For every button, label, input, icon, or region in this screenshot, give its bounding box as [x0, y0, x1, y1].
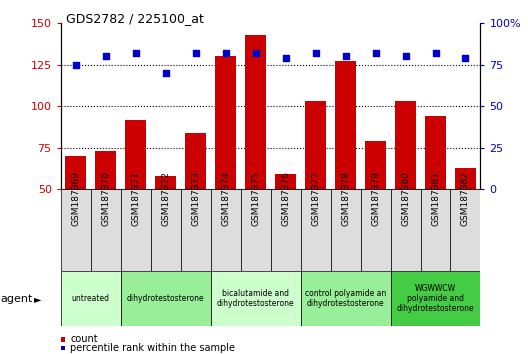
Text: GSM187370: GSM187370: [101, 171, 110, 226]
Point: [461, 55, 470, 61]
Bar: [155, 176, 176, 273]
Bar: [335, 61, 356, 273]
Point: [162, 70, 170, 76]
Bar: [150, 189, 181, 271]
Bar: [245, 35, 266, 273]
Text: WGWWCW
polyamide and
dihydrotestosterone: WGWWCW polyamide and dihydrotestosterone: [397, 284, 474, 314]
Point: [281, 55, 290, 61]
Point: [371, 50, 380, 56]
Bar: [125, 120, 146, 273]
Text: untreated: untreated: [72, 294, 110, 303]
Text: GSM187381: GSM187381: [431, 171, 440, 226]
Point: [131, 50, 140, 56]
Point: [401, 53, 410, 59]
Text: agent: agent: [0, 294, 32, 304]
Point: [192, 50, 200, 56]
Point: [221, 50, 230, 56]
Bar: [275, 175, 296, 273]
Bar: [420, 189, 450, 271]
Bar: [455, 168, 476, 273]
Point: [71, 62, 80, 68]
Point: [312, 50, 320, 56]
Text: bicalutamide and
dihydrotestosterone: bicalutamide and dihydrotestosterone: [217, 289, 295, 308]
Bar: [450, 189, 480, 271]
Bar: [361, 189, 391, 271]
Text: percentile rank within the sample: percentile rank within the sample: [70, 343, 235, 353]
Bar: [365, 141, 386, 273]
Point: [251, 50, 260, 56]
Text: GSM187374: GSM187374: [221, 171, 230, 226]
Text: GSM187378: GSM187378: [341, 171, 350, 226]
Point: [431, 50, 440, 56]
Text: GSM187380: GSM187380: [401, 171, 410, 226]
Bar: [300, 189, 331, 271]
Bar: [241, 189, 271, 271]
Text: ►: ►: [34, 294, 42, 304]
Text: control polyamide an
dihydrotestosterone: control polyamide an dihydrotestosterone: [305, 289, 386, 308]
Text: GSM187371: GSM187371: [131, 171, 140, 226]
Bar: [215, 56, 236, 273]
Bar: [185, 133, 206, 273]
Text: GSM187375: GSM187375: [251, 171, 260, 226]
Bar: [391, 189, 420, 271]
Text: count: count: [70, 335, 98, 344]
Text: GSM187372: GSM187372: [161, 171, 170, 226]
Bar: [395, 101, 416, 273]
Bar: [65, 156, 86, 273]
Text: GDS2782 / 225100_at: GDS2782 / 225100_at: [66, 12, 204, 25]
Bar: [61, 189, 91, 271]
Bar: [425, 116, 446, 273]
Point: [101, 53, 110, 59]
Bar: [181, 189, 211, 271]
Point: [341, 53, 350, 59]
Bar: [271, 189, 300, 271]
Text: GSM187379: GSM187379: [371, 171, 380, 226]
Bar: [211, 271, 300, 326]
Text: dihydrotestosterone: dihydrotestosterone: [127, 294, 204, 303]
Bar: [300, 271, 391, 326]
Text: GSM187382: GSM187382: [461, 171, 470, 226]
Bar: [61, 271, 121, 326]
Bar: [305, 101, 326, 273]
Bar: [91, 189, 121, 271]
Bar: [391, 271, 480, 326]
Text: GSM187373: GSM187373: [191, 171, 200, 226]
Bar: [121, 189, 150, 271]
Text: GSM187377: GSM187377: [311, 171, 320, 226]
Bar: [95, 151, 116, 273]
Bar: [121, 271, 211, 326]
Bar: [331, 189, 361, 271]
Text: GSM187376: GSM187376: [281, 171, 290, 226]
Text: GSM187369: GSM187369: [71, 171, 80, 226]
Bar: [211, 189, 241, 271]
